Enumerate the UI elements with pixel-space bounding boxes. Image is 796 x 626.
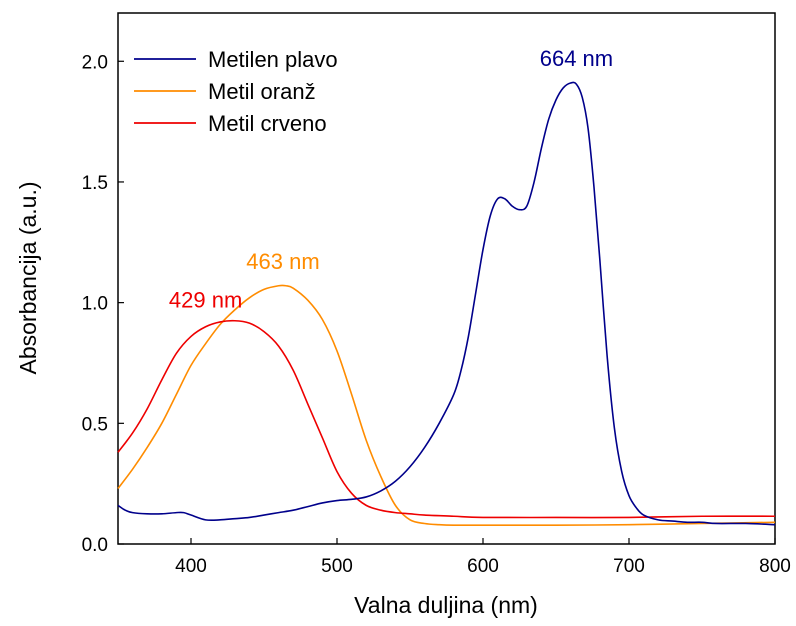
y-tick-label: 1.0 xyxy=(82,294,108,315)
series-line-metilen-plavo xyxy=(117,81,776,526)
legend-label: Metil crveno xyxy=(208,111,327,136)
y-axis-title: Absorbancija (a.u.) xyxy=(15,181,41,374)
x-tick-label: 600 xyxy=(467,556,499,577)
series-line-metil-oranz xyxy=(117,284,776,527)
y-tick-label: 0.5 xyxy=(82,414,108,435)
series-line-metil-crveno xyxy=(117,319,776,519)
axis-ticks: 400 500 600 700 800 0.0 0.5 1.0 1.5 2.0 xyxy=(82,52,791,577)
x-axis-title: Valna duljina (nm) xyxy=(354,592,538,618)
y-tick-label: 1.5 xyxy=(82,173,108,194)
x-tick-label: 500 xyxy=(321,556,353,577)
peak-label: 664 nm xyxy=(540,46,613,71)
legend-label: Metilen plavo xyxy=(208,47,338,72)
legend-label: Metil oranž xyxy=(208,79,316,104)
peak-label: 429 nm xyxy=(169,287,242,312)
y-tick-label: 2.0 xyxy=(82,52,108,73)
x-tick-label: 800 xyxy=(759,556,791,577)
series-lines xyxy=(117,81,776,527)
x-tick-label: 700 xyxy=(613,556,645,577)
plot-frame xyxy=(117,12,776,545)
peak-label: 463 nm xyxy=(246,249,319,274)
x-tick-label: 400 xyxy=(175,556,207,577)
legend: Metilen plavo Metil oranž Metil crveno xyxy=(134,47,338,136)
y-tick-label: 0.0 xyxy=(82,535,108,556)
